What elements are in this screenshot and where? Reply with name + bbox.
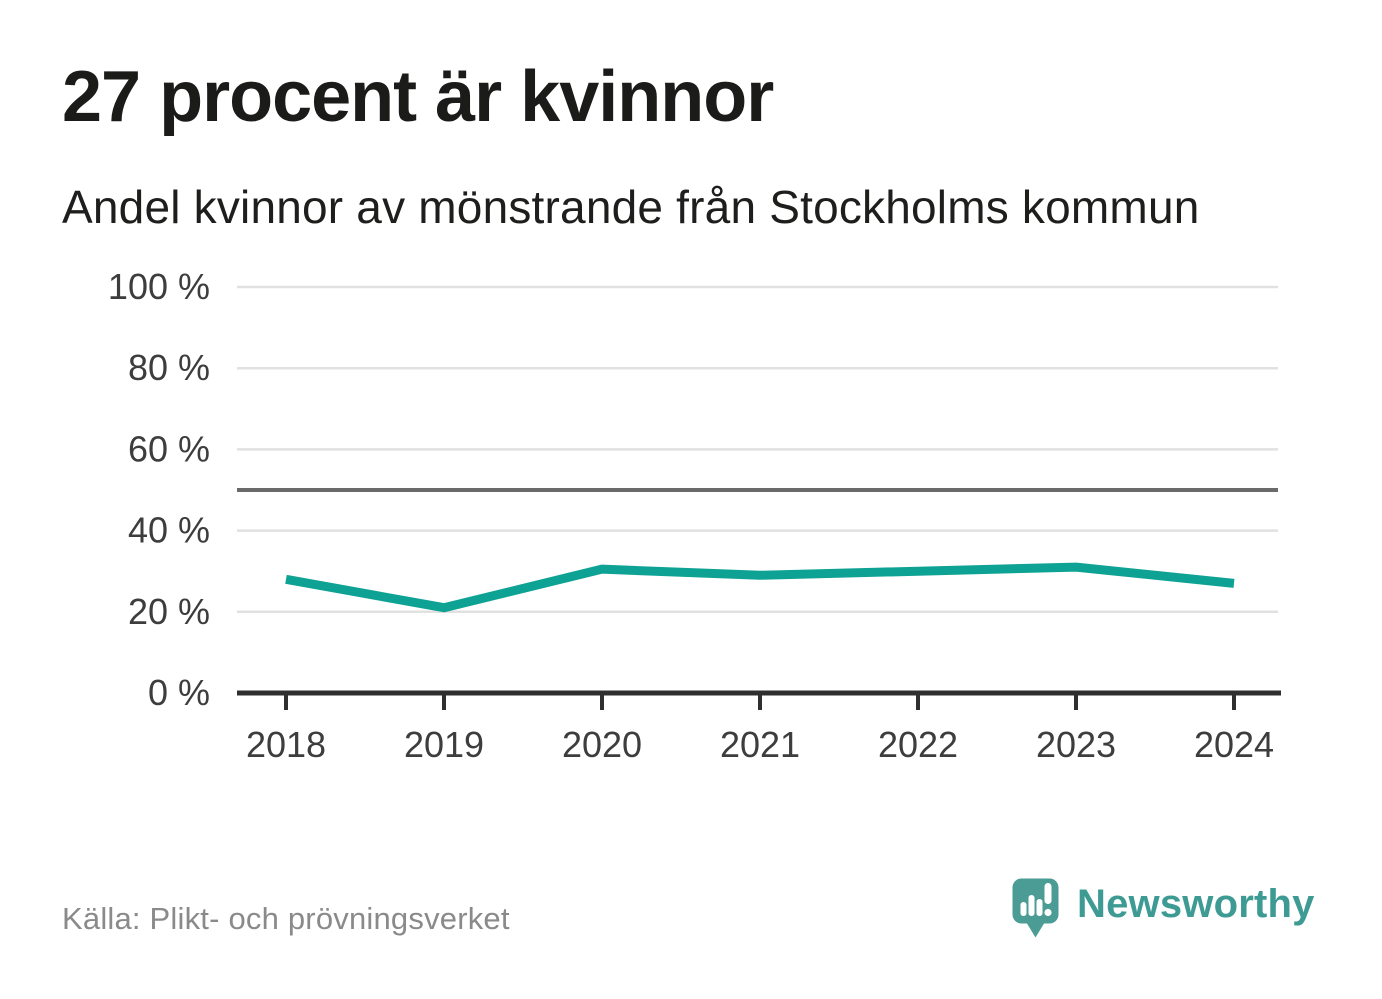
data-line-andel-kvinnor-av-m-nstrande — [285, 562, 1235, 613]
x-axis-label-2023: 2023 — [1036, 724, 1116, 765]
chart-subtitle: Andel kvinnor av mönstrande från Stockho… — [62, 181, 1200, 233]
newsworthy-wordmark: Newsworthy — [1077, 882, 1315, 926]
x-axis-label-2022: 2022 — [878, 724, 958, 765]
x-axis-label-2018: 2018 — [246, 724, 326, 765]
x-axis-label-2020: 2020 — [562, 724, 642, 765]
chart-title: 27 procent är kvinnor — [62, 57, 774, 137]
x-axis-label-2021: 2021 — [720, 724, 800, 765]
y-axis-label-40: 40 % — [128, 510, 210, 551]
newsworthy-logo: Newsworthy — [1012, 878, 1315, 940]
x-axis-label-2024: 2024 — [1194, 724, 1274, 765]
x-axis-label-2019: 2019 — [404, 724, 484, 765]
y-axis-label-0: 0 % — [148, 672, 210, 713]
y-axis-label-60: 60 % — [128, 428, 210, 469]
y-axis-label-20: 20 % — [128, 591, 210, 632]
y-axis-label-80: 80 % — [128, 347, 210, 388]
y-axis-label-100: 100 % — [108, 266, 210, 307]
newsworthy-speech-bubble-bar-chart-icon — [1012, 878, 1059, 938]
source-caption: Källa: Plikt- och prövningsverket — [62, 901, 510, 936]
